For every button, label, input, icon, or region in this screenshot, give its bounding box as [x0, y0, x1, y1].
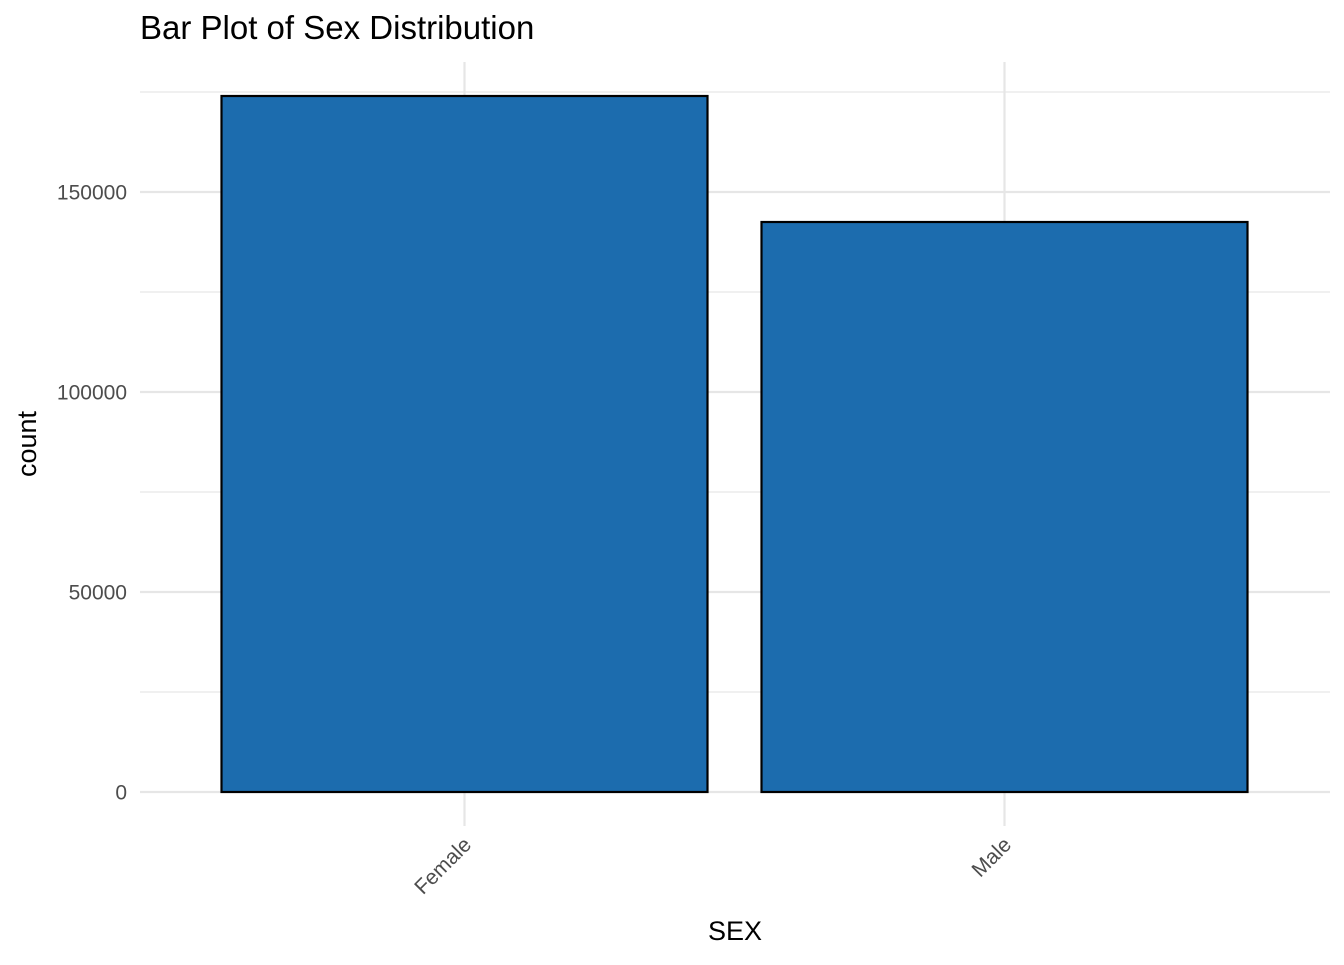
bars — [220, 94, 1249, 794]
y-tick-label: 0 — [115, 782, 127, 805]
x-tick-label: Female — [410, 833, 476, 899]
y-tick-label: 150000 — [57, 182, 127, 205]
bar-female — [220, 94, 709, 794]
chart-title: Bar Plot of Sex Distribution — [140, 9, 534, 46]
x-axis-title: SEX — [708, 916, 762, 946]
x-tick-label: Male — [968, 833, 1016, 881]
y-axis-ticks: 0 50000 100000 150000 — [57, 182, 127, 805]
y-axis-title: count — [12, 410, 42, 477]
x-axis-ticks: Female Male — [410, 833, 1016, 899]
bar-male — [760, 220, 1249, 794]
y-tick-label: 100000 — [57, 382, 127, 405]
y-tick-label: 50000 — [69, 582, 127, 605]
